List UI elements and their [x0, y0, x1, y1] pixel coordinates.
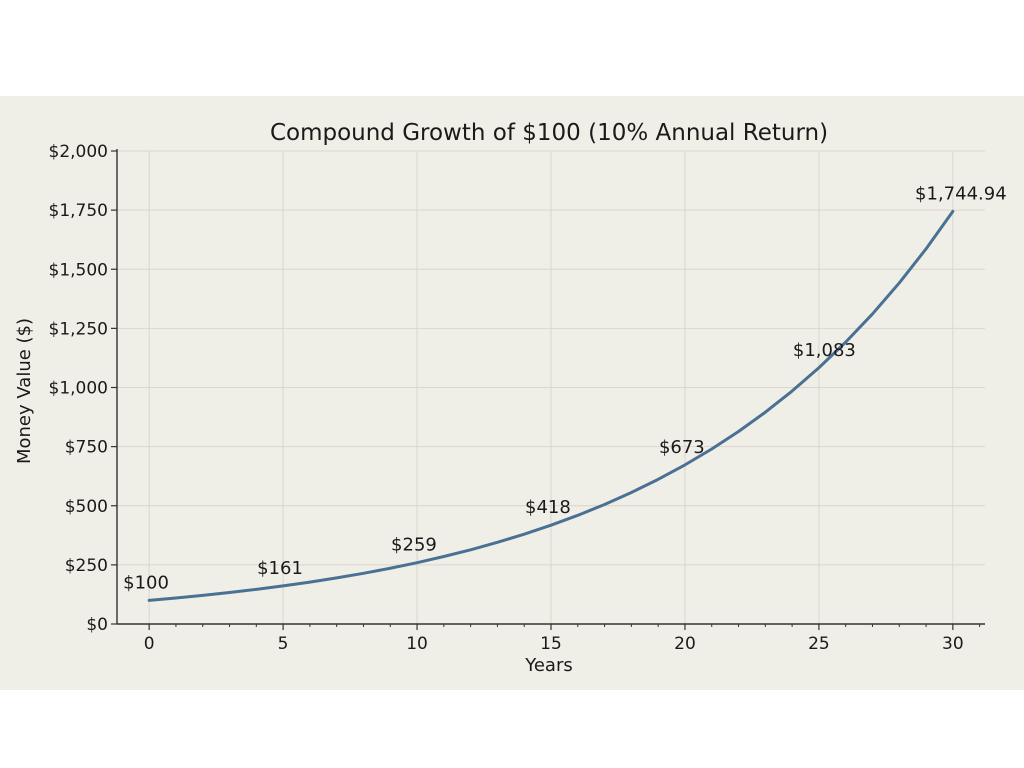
x-tick-label: 10	[406, 634, 428, 654]
data-label: $1,744.94	[915, 183, 1007, 204]
y-tick-label: $750	[65, 438, 108, 458]
x-axis-label: Years	[524, 655, 573, 676]
x-tick-label: 5	[278, 634, 289, 654]
data-label: $100	[123, 572, 169, 593]
chart-figure: $0 $250 $500 $750 $1,000 $1,250 $1,500 $1,750 $2…	[0, 96, 1024, 690]
series-line	[147, 209, 955, 602]
y-tick-label: $2,000	[49, 142, 108, 162]
y-tick-label: $250	[65, 556, 108, 576]
x-tick-label: 20	[674, 634, 696, 654]
y-tick-label: $1,750	[49, 201, 108, 221]
y-tick-label: $1,500	[49, 260, 108, 280]
y-axis-label: Money Value ($)	[14, 318, 35, 464]
x-tick-label: 15	[540, 634, 562, 654]
y-tick-label: $1,000	[49, 379, 108, 399]
y-tick-label: $0	[86, 615, 108, 635]
axis-ticks: $0 $250 $500 $750 $1,000 $1,250 $1,500 $1,750 $2…	[49, 142, 981, 654]
y-tick-label: $500	[65, 497, 108, 517]
x-tick-label: 0	[144, 634, 155, 654]
data-label: $161	[257, 558, 303, 579]
x-tick-label: 30	[942, 634, 964, 654]
chart-title: Compound Growth of $100 (10% Annual Retu…	[270, 120, 828, 146]
y-tick-label: $1,250	[49, 319, 108, 339]
data-label: $418	[525, 497, 571, 518]
x-tick-label: 25	[808, 634, 830, 654]
data-label: $673	[659, 437, 705, 458]
line-chart: $0 $250 $500 $750 $1,000 $1,250 $1,500 $1,750 $2…	[14, 120, 1007, 676]
grid-lines	[117, 150, 985, 625]
data-label: $1,083	[793, 340, 856, 361]
data-label: $259	[391, 535, 437, 556]
annotations: $100 $161 $259 $418 $673 $1,083 $1,744.94	[123, 183, 1007, 593]
series	[147, 209, 955, 602]
